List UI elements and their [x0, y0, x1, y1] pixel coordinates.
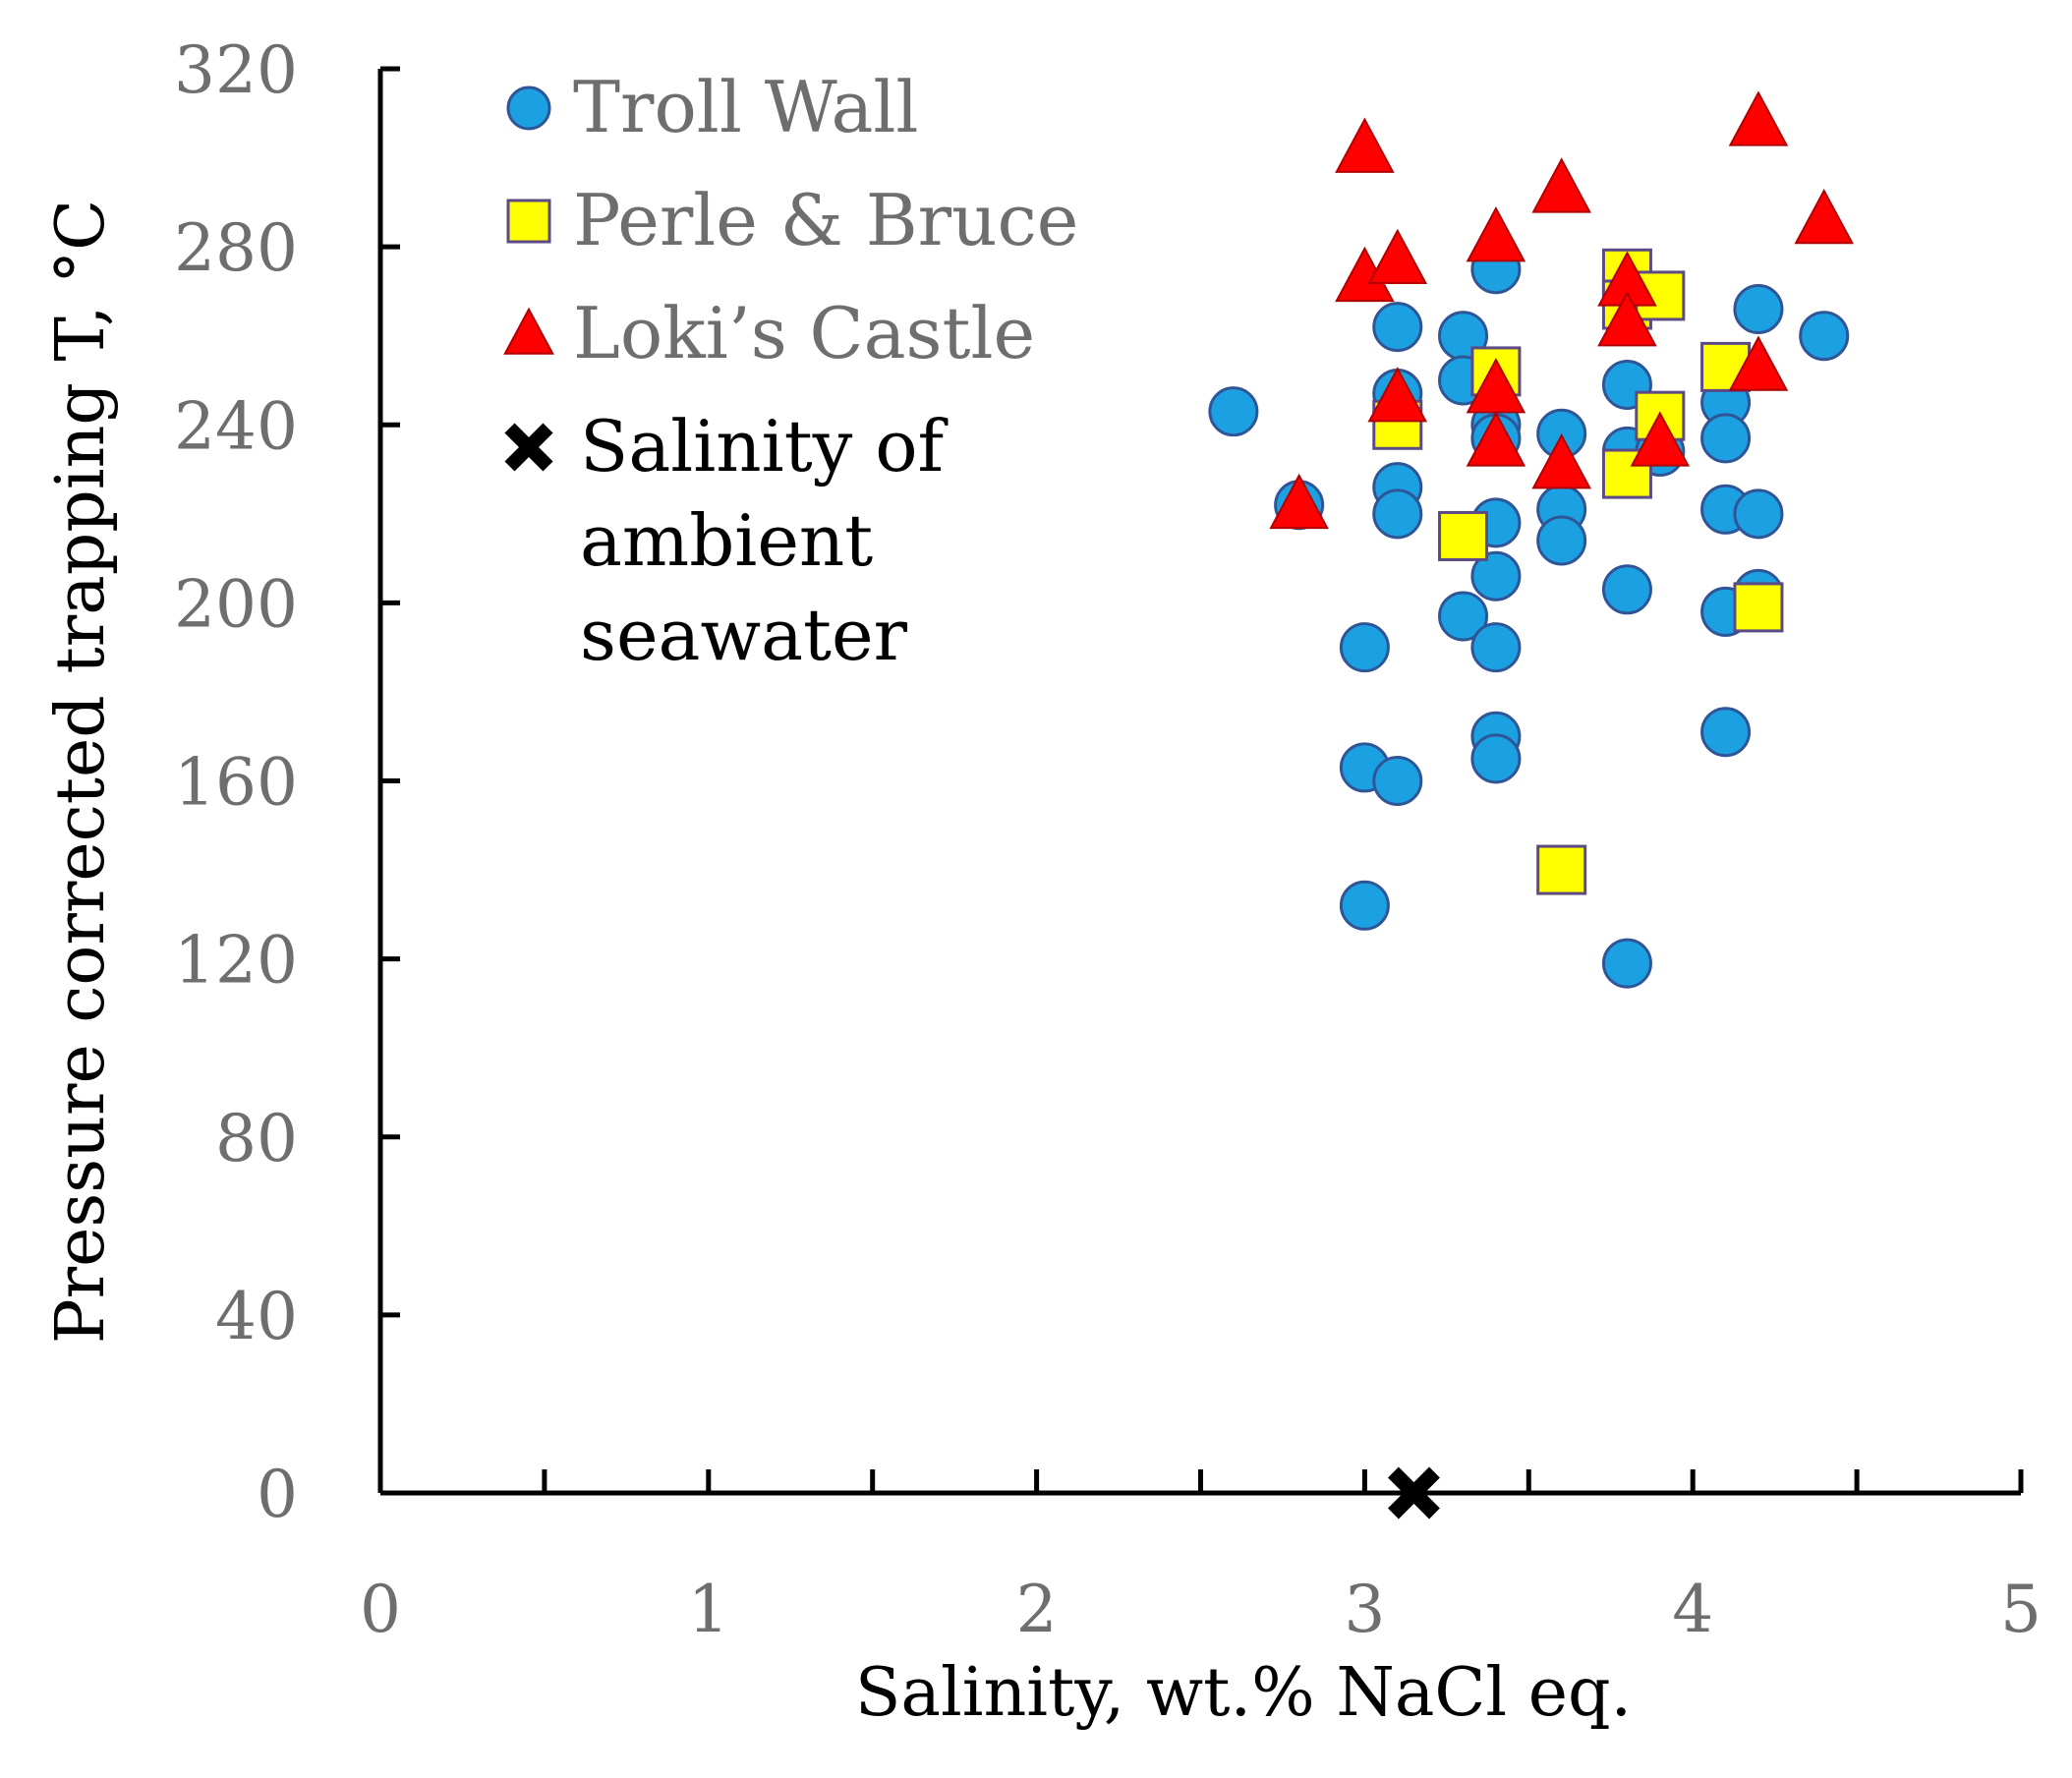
- loki-s-castle-point: [1335, 117, 1395, 173]
- loki-s-castle-point: [1466, 411, 1526, 467]
- loki-s-castle-point: [1466, 206, 1526, 262]
- legend-label: ambient: [580, 499, 873, 582]
- loki-s-castle-point: [1531, 157, 1591, 213]
- perle-bruce-point: [1536, 844, 1587, 895]
- loki-s-castle-point: [1269, 473, 1329, 530]
- troll-wall-point: [1208, 386, 1259, 437]
- perle-bruce-point: [1733, 582, 1784, 633]
- troll-wall-point: [1470, 622, 1522, 673]
- loki-s-castle-point: [1728, 90, 1789, 146]
- legend-label: Perle & Bruce: [573, 179, 1078, 261]
- y-tick-label: 80: [215, 1101, 298, 1176]
- troll-wall-point: [1799, 311, 1850, 362]
- y-tick-label: 320: [174, 32, 298, 108]
- troll-wall-point: [1438, 591, 1489, 642]
- perle-bruce-point: [1438, 510, 1489, 561]
- troll-wall-point: [1601, 564, 1652, 615]
- legend-label: Troll Wall: [573, 66, 918, 148]
- y-tick-label: 280: [174, 210, 298, 286]
- troll-wall-point: [1601, 938, 1652, 989]
- legend-label: seawater: [580, 594, 908, 676]
- troll-wall-point: [1700, 707, 1752, 758]
- legend-label: Salinity of: [580, 405, 949, 488]
- y-tick-label: 240: [174, 388, 298, 464]
- troll-wall-point: [1733, 488, 1784, 540]
- troll-wall-point: [1470, 733, 1522, 784]
- y-tick-label: 120: [174, 923, 298, 999]
- legend: Troll Wall Perle & Bruce Loki’s Castle Sali…: [503, 66, 1078, 676]
- troll-wall-point: [1339, 622, 1390, 673]
- x-tick-label: 2: [1016, 1572, 1058, 1647]
- troll-wall-point: [1372, 302, 1423, 353]
- troll-wall-point: [1339, 880, 1390, 931]
- data-points: [1208, 90, 1854, 1520]
- x-tick-label: 5: [2000, 1572, 2042, 1647]
- loki-s-castle-point: [1367, 367, 1428, 423]
- y-tick-label: 200: [174, 566, 298, 642]
- troll-wall-point: [1372, 488, 1423, 540]
- x-tick-label: 3: [1344, 1572, 1385, 1647]
- salinity-of-ambient-seawater-point: [1388, 1466, 1440, 1520]
- troll-wall-point: [1536, 515, 1587, 566]
- legend-cross-marker: [504, 423, 553, 472]
- legend-label: Loki’s Castle: [573, 292, 1035, 374]
- legend-circle-marker: [506, 86, 551, 131]
- y-axis-title: Pressure corrected trapping T, °C: [42, 200, 120, 1344]
- y-tick-label: 40: [215, 1279, 298, 1354]
- troll-wall-point: [1372, 756, 1423, 806]
- loki-s-castle-point: [1531, 432, 1591, 489]
- loki-s-castle-point: [1630, 411, 1691, 467]
- legend-triangle-marker: [503, 307, 554, 355]
- loki-s-castle-point: [1367, 228, 1428, 285]
- x-tick-label: 4: [1672, 1572, 1713, 1647]
- troll-wall-point: [1700, 413, 1752, 464]
- x-axis-title: Salinity, wt.% NaCl eq.: [855, 1654, 1632, 1732]
- y-tick-label: 0: [257, 1457, 298, 1532]
- troll-wall-point: [1470, 550, 1522, 602]
- loki-s-castle-point: [1728, 335, 1789, 391]
- troll-wall-point: [1733, 284, 1784, 335]
- x-tick-label: 0: [360, 1572, 401, 1647]
- loki-s-castle-point: [1597, 291, 1657, 347]
- y-tick-label: 160: [174, 745, 298, 821]
- axes: 0 40 80 120 160 200 240 280 320 0 1 2 3 4 5: [174, 32, 2042, 1647]
- x-tick-label: 1: [688, 1572, 729, 1647]
- loki-s-castle-point: [1794, 188, 1854, 245]
- legend-square-marker: [506, 199, 551, 244]
